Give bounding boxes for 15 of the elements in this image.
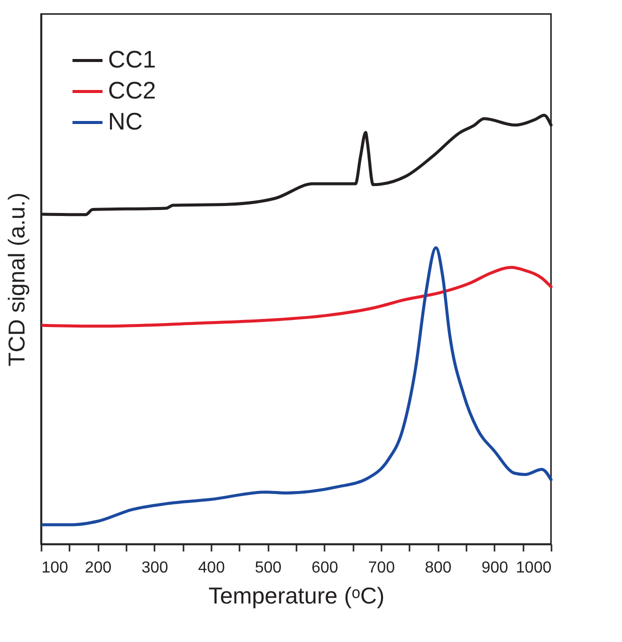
x-tick-label: 700 bbox=[368, 560, 395, 576]
legend-label: CC1 bbox=[108, 46, 156, 74]
y-axis-title: TCD signal (a.u.) bbox=[4, 192, 30, 366]
x-tick-label: 500 bbox=[254, 560, 282, 576]
x-tick-label: 100 bbox=[42, 560, 68, 576]
x-tick-label: 300 bbox=[141, 560, 168, 576]
x-tick-label: 400 bbox=[198, 560, 225, 576]
x-tick-label: 900 bbox=[481, 560, 508, 576]
legend-label: CC2 bbox=[108, 78, 156, 104]
x-axis-title: Temperature (ᵒC) bbox=[208, 582, 385, 608]
legend-label: NC bbox=[108, 108, 143, 136]
x-tick-label: 800 bbox=[424, 560, 452, 576]
x-tick-label: 600 bbox=[311, 560, 338, 576]
x-tick-label: 1000 bbox=[516, 560, 552, 576]
x-tick-label: 200 bbox=[84, 560, 112, 576]
